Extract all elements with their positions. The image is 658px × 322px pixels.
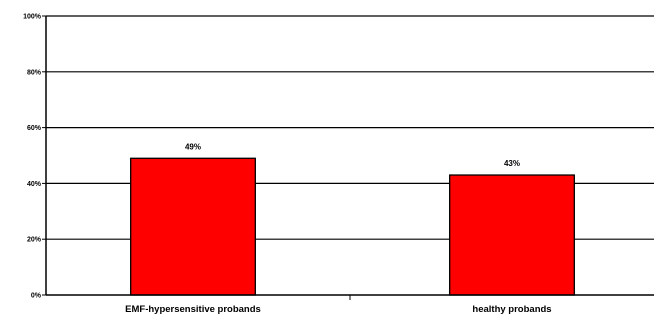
y-tick-label: 80% xyxy=(27,69,42,76)
y-tick-label: 60% xyxy=(27,125,42,132)
y-tick-label: 0% xyxy=(31,293,42,300)
y-tick-label: 100% xyxy=(23,14,42,21)
y-tick-label: 20% xyxy=(27,237,42,244)
bar xyxy=(449,174,575,296)
labels: 49% EMF-hypersensitive probands 43% healthy… xyxy=(125,142,551,315)
axes xyxy=(45,16,654,300)
x-category-label: healthy probands xyxy=(472,304,551,315)
bars xyxy=(130,157,575,296)
x-category-label: EMF-hypersensitive probands xyxy=(125,304,261,315)
y-tick-label: 40% xyxy=(27,181,42,188)
data-label: 49% xyxy=(185,142,201,151)
y-axis-ticks: 0% 20% 40% 60% 80% 100% xyxy=(23,14,46,300)
data-label: 43% xyxy=(504,159,520,168)
bar xyxy=(130,157,256,296)
